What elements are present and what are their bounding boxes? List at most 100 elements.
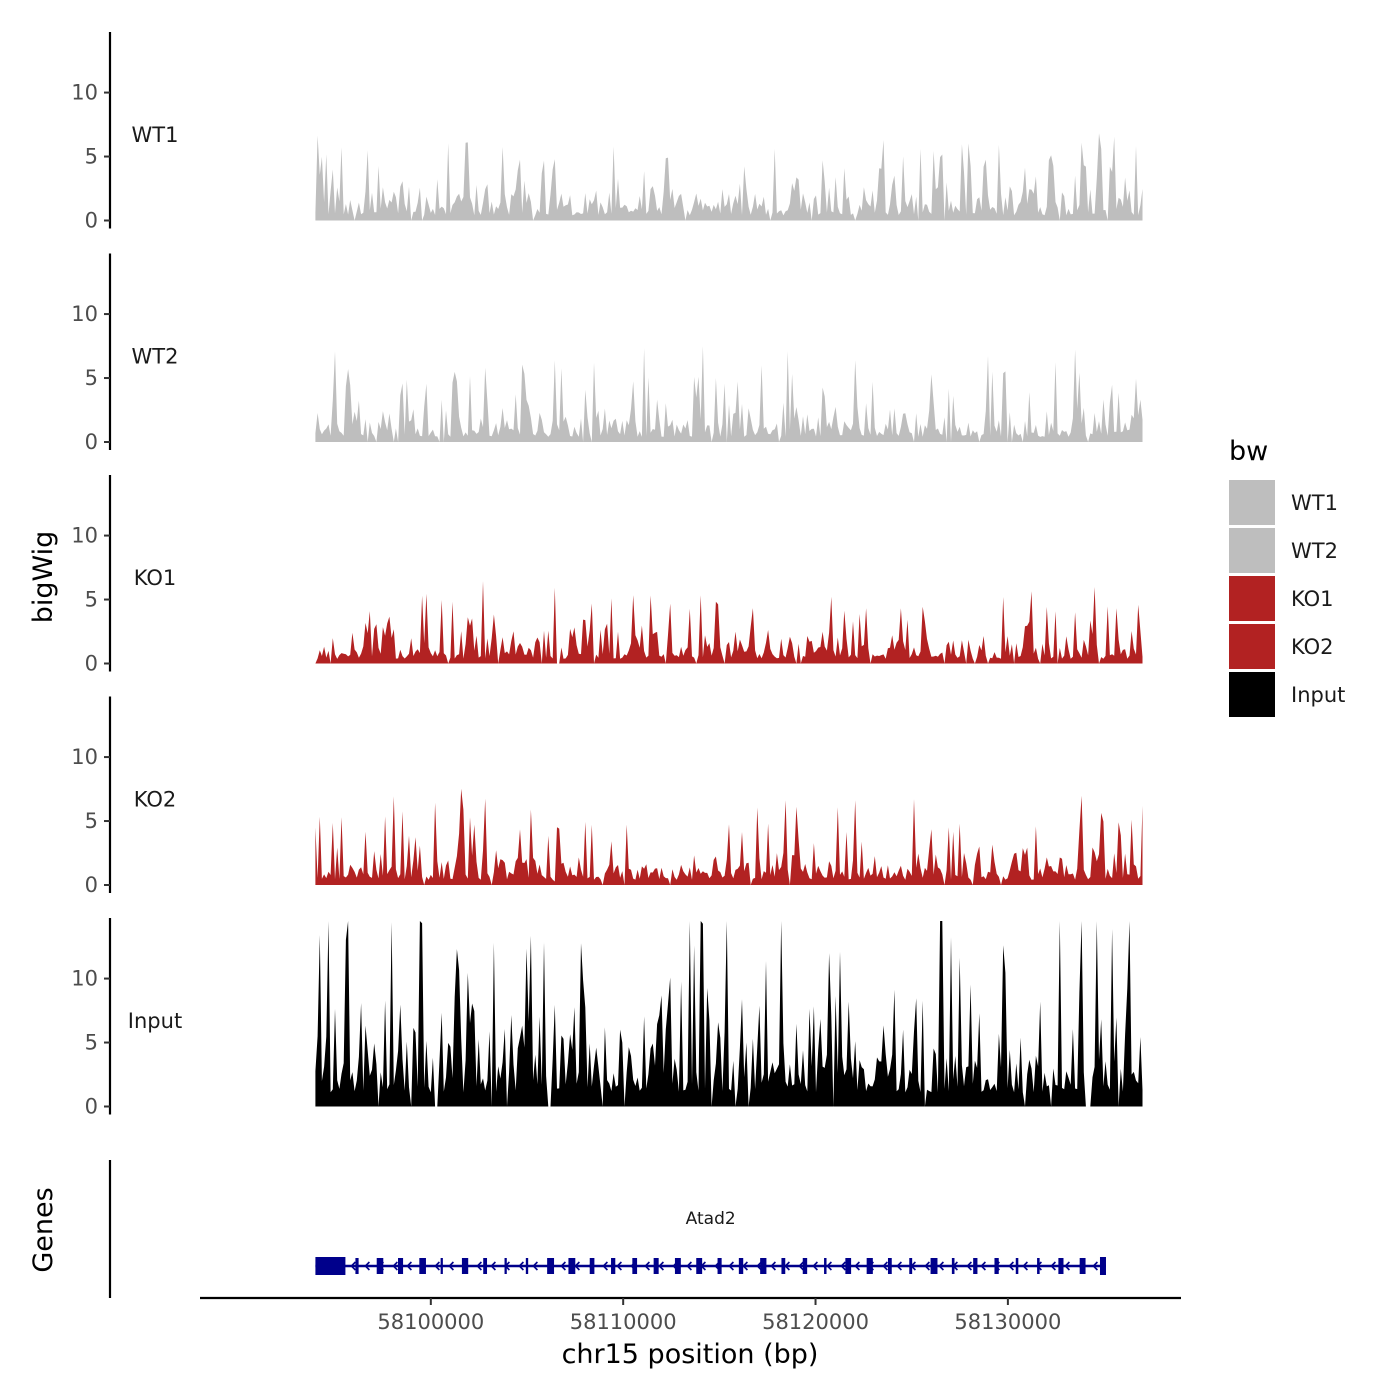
gene-exon — [589, 1258, 595, 1274]
strand-arrow — [560, 1261, 566, 1271]
strand-arrow — [784, 1261, 790, 1271]
coverage-area-ko2 — [315, 788, 1143, 885]
gene-exon — [632, 1258, 638, 1274]
x-tick-label: 58120000 — [762, 1310, 869, 1334]
gene-exon — [440, 1258, 443, 1274]
strand-arrow — [770, 1261, 776, 1271]
gene-exon — [930, 1258, 938, 1274]
coverage-area-wt2 — [315, 346, 1143, 442]
gene-exon — [525, 1258, 529, 1274]
y-tick-label: 0 — [85, 873, 98, 897]
strand-arrow — [840, 1261, 846, 1271]
y-tick-label: 0 — [85, 1095, 98, 1119]
y-tick-label: 10 — [71, 81, 98, 105]
gene-exon — [696, 1258, 703, 1274]
track-label: KO2 — [134, 788, 177, 812]
strand-arrow — [616, 1261, 622, 1271]
strand-arrow — [798, 1261, 804, 1271]
coverage-area-ko1 — [315, 581, 1143, 664]
x-tick-label: 58100000 — [377, 1310, 484, 1334]
strand-arrow — [434, 1261, 440, 1271]
strand-arrow — [882, 1261, 888, 1271]
strand-arrow — [546, 1261, 552, 1271]
gene-exon — [461, 1258, 469, 1274]
gene-exon — [717, 1258, 722, 1274]
track-label: WT1 — [132, 123, 179, 147]
x-tick-label: 58130000 — [954, 1310, 1061, 1334]
strand-arrow — [1008, 1261, 1014, 1271]
legend-swatch-wt1 — [1229, 480, 1275, 525]
strand-arrow — [672, 1261, 678, 1271]
strand-arrow — [476, 1261, 482, 1271]
strand-arrow — [994, 1261, 1000, 1271]
strand-arrow — [896, 1261, 902, 1271]
y-tick-label: 10 — [71, 524, 98, 548]
strand-arrow — [644, 1261, 650, 1271]
gene-exon — [1015, 1258, 1019, 1274]
y-tick-label: 5 — [85, 588, 98, 612]
gene-exon — [483, 1258, 488, 1274]
gene-exon — [674, 1258, 681, 1274]
y-tick-label: 5 — [85, 145, 98, 169]
track-wt1: 0 5 10 WT1 — [71, 32, 1143, 233]
gene-exon — [419, 1258, 426, 1274]
strand-arrow — [588, 1261, 594, 1271]
strand-arrow — [504, 1261, 510, 1271]
legend-swatch-wt2 — [1229, 528, 1275, 573]
strand-arrow — [658, 1261, 664, 1271]
strand-arrow — [966, 1261, 972, 1271]
gene-exon — [611, 1258, 616, 1274]
gene-exon — [355, 1258, 359, 1274]
gene-exon — [398, 1258, 404, 1274]
y-tick-label: 0 — [85, 430, 98, 454]
strand-arrow — [532, 1261, 538, 1271]
strand-arrow — [1050, 1261, 1056, 1271]
strand-arrow — [952, 1261, 958, 1271]
strand-arrow — [854, 1261, 860, 1271]
legend-label-ko1: KO1 — [1291, 587, 1334, 611]
track-label: KO1 — [134, 566, 177, 590]
bigwig-tracks: 0 5 10 WT1 0 5 10 WT2 0 5 10 KO1 0 5 10 KO2 0 5 10 Input — [71, 32, 1143, 1119]
legend-label-ko2: KO2 — [1291, 635, 1334, 659]
gene-exon — [653, 1258, 659, 1274]
legend-label-wt2: WT2 — [1291, 539, 1338, 563]
legend: bw WT1 WT2 KO1 KO2 Input — [1229, 436, 1345, 717]
legend-title: bw — [1229, 436, 1268, 467]
strand-arrow — [1022, 1261, 1028, 1271]
strand-arrow — [490, 1261, 496, 1271]
gene-utr-block — [315, 1257, 346, 1275]
genes-panel: Atad2 — [108, 1160, 1106, 1298]
track-ko1: 0 5 10 KO1 — [71, 475, 1143, 676]
gene-label: Atad2 — [686, 1209, 736, 1229]
gene-exon — [568, 1258, 576, 1274]
gene-exon — [1058, 1258, 1064, 1274]
y-tick-label: 5 — [85, 1031, 98, 1055]
gene-exon — [760, 1258, 767, 1274]
gene-exon — [547, 1258, 555, 1274]
gene-model: Atad2 — [315, 1209, 1106, 1275]
strand-arrow — [812, 1261, 818, 1271]
gene-exon — [781, 1258, 786, 1274]
y-tick-label: 5 — [85, 366, 98, 390]
strand-arrow — [350, 1261, 356, 1271]
coverage-area-input — [315, 921, 1143, 1107]
x-axis: 58100000 58110000 58120000 58130000 — [200, 1296, 1181, 1334]
strand-arrow — [938, 1261, 944, 1271]
y-tick-label: 0 — [85, 652, 98, 676]
gene-exon — [824, 1258, 827, 1274]
gene-exon — [845, 1258, 852, 1274]
gene-exon — [994, 1258, 999, 1274]
y-tick-label: 10 — [71, 302, 98, 326]
gene-exon — [1099, 1257, 1106, 1275]
strand-arrow — [980, 1261, 986, 1271]
y-tick-label: 10 — [71, 967, 98, 991]
strand-arrow — [686, 1261, 692, 1271]
x-axis-title: chr15 position (bp) — [562, 1339, 819, 1370]
coverage-area-wt1 — [315, 133, 1143, 221]
strand-arrow — [826, 1261, 832, 1271]
strand-arrow — [1078, 1261, 1084, 1271]
y-axis-title: bigWig — [28, 531, 59, 624]
y-tick-label: 0 — [85, 209, 98, 233]
strand-arrow — [630, 1261, 636, 1271]
strand-arrow — [448, 1261, 454, 1271]
